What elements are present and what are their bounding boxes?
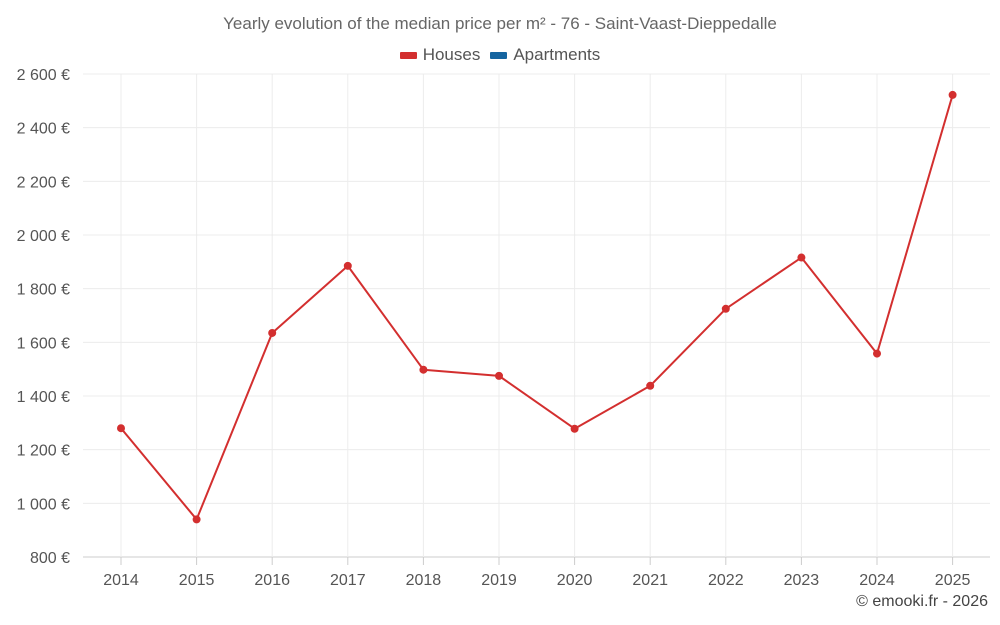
legend-label-apartments: Apartments: [513, 45, 601, 64]
credit: © emooki.fr - 2026: [856, 593, 988, 610]
series-houses: [117, 90, 957, 524]
y-tick-label: 800 €: [30, 550, 70, 567]
legend-item-apartments[interactable]: Apartments: [490, 45, 600, 65]
data-point[interactable]: [646, 381, 655, 390]
x-tick-label: 2018: [406, 572, 442, 589]
data-point[interactable]: [117, 424, 125, 433]
x-tick-label: 2016: [254, 572, 290, 589]
chart-title: Yearly evolution of the median price per…: [223, 14, 777, 33]
y-tick-label: 2 000 €: [17, 228, 70, 245]
data-point[interactable]: [797, 253, 806, 262]
legend-item-houses[interactable]: Houses: [399, 45, 481, 65]
x-tick-label: 2025: [935, 572, 971, 589]
series-line: [120, 94, 954, 521]
x-tick-label: 2021: [632, 572, 668, 589]
x-tick-label: 2020: [557, 572, 593, 589]
y-tick-label: 2 600 €: [17, 67, 70, 84]
legend-swatch-apartments: [490, 51, 508, 59]
x-tick-label: 2023: [784, 572, 820, 589]
data-point[interactable]: [343, 261, 352, 270]
x-tick-label: 2022: [708, 572, 744, 589]
data-point[interactable]: [948, 90, 957, 99]
y-axis: 800 € 1 000 € 1 200 € 1 400 € 1 600 € 1 800 €…: [17, 67, 70, 567]
data-point[interactable]: [419, 365, 428, 374]
x-tick-label: 2017: [330, 572, 366, 589]
y-tick-label: 2 200 €: [17, 174, 70, 191]
data-point[interactable]: [570, 424, 579, 433]
data-point[interactable]: [495, 371, 503, 380]
x-axis: 2014 2015 2016 2017 2018 2019 2020 2021 2022 2023…: [103, 557, 970, 589]
data-point[interactable]: [721, 304, 730, 313]
y-tick-label: 1 200 €: [17, 443, 70, 460]
legend: Houses Apartments: [0, 45, 1000, 65]
x-tick-label: 2019: [481, 572, 517, 589]
y-tick-label: 1 600 €: [17, 335, 70, 352]
x-tick-label: 2014: [103, 572, 139, 589]
legend-label-houses: Houses: [422, 45, 481, 64]
data-point[interactable]: [268, 328, 277, 337]
y-tick-label: 1 800 €: [17, 282, 70, 299]
legend-swatch-houses: [399, 51, 417, 59]
x-tick-label: 2015: [179, 572, 215, 589]
y-tick-label: 1 000 €: [17, 496, 70, 513]
y-tick-label: 1 400 €: [17, 389, 70, 406]
x-tick-label: 2024: [859, 572, 895, 589]
y-tick-label: 2 400 €: [17, 121, 70, 138]
data-point[interactable]: [873, 349, 881, 358]
grid: [83, 73, 990, 558]
data-point[interactable]: [192, 515, 201, 524]
